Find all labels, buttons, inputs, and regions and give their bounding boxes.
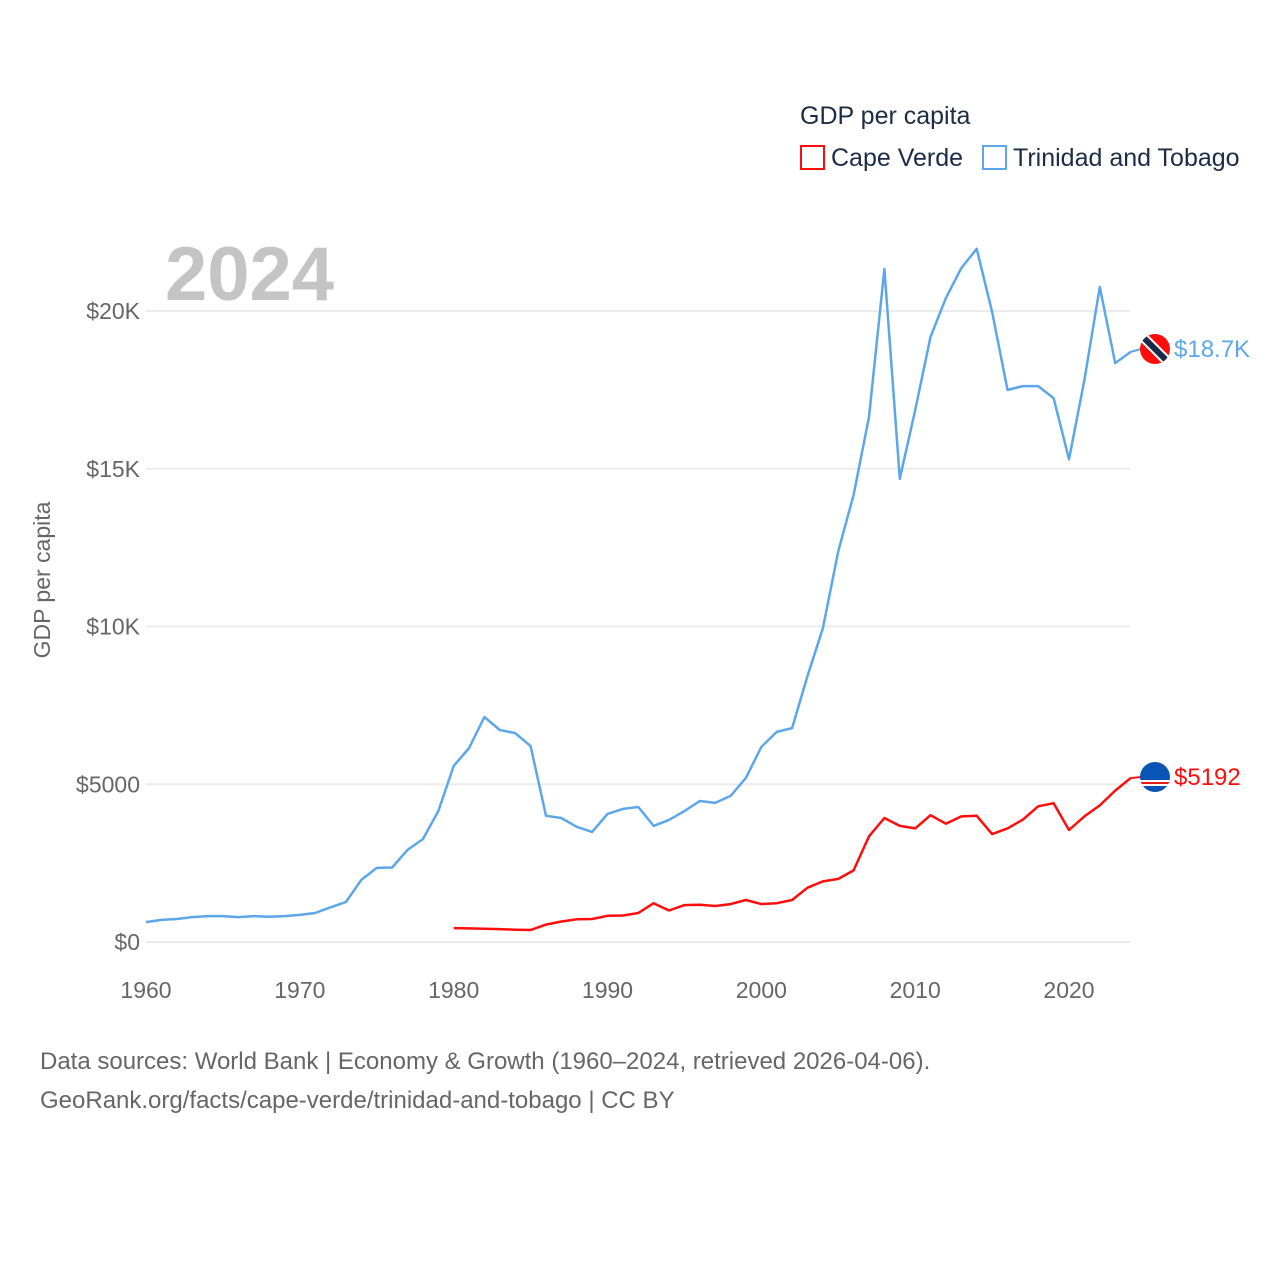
x-tick-label: 1980 <box>428 977 479 1003</box>
x-tick-label: 1960 <box>120 977 171 1003</box>
legend-swatch-trinidad <box>982 145 1007 170</box>
legend-label-cape-verde: Cape Verde <box>831 144 963 172</box>
year-watermark: 2024 <box>165 232 334 317</box>
end-label-cape-verde: $5192 <box>1174 764 1241 791</box>
x-tick-label: 2000 <box>736 977 787 1003</box>
legend-swatch-cape-verde <box>800 145 825 170</box>
trinidad-flag-icon <box>1140 334 1170 364</box>
end-label-trinidad: $18.7K <box>1174 336 1250 363</box>
x-axis: 1960 1970 1980 1990 2000 2010 2020 <box>120 977 1094 1003</box>
source-line-1: Data sources: World Bank | Economy & Gro… <box>40 1048 930 1075</box>
series-lines <box>145 247 1142 932</box>
legend-title: GDP per capita <box>800 102 971 130</box>
source-line-2[interactable]: GeoRank.org/facts/cape-verde/trinidad-an… <box>40 1087 675 1114</box>
y-tick-label: $10K <box>86 614 140 640</box>
series-line-trinidad-and-tobago <box>145 247 1132 924</box>
y-tick-label: $5000 <box>76 771 140 797</box>
y-tick-label: $15K <box>86 456 140 482</box>
cape-verde-flag-icon <box>1140 762 1170 792</box>
y-axis: $0 $5000 $10K $15K $20K <box>76 298 141 955</box>
x-tick-label: 1990 <box>582 977 633 1003</box>
legend-item-cape-verde[interactable]: Cape Verde <box>800 144 963 172</box>
series-line-cape-verde <box>453 777 1132 932</box>
legend-label-trinidad: Trinidad and Tobago <box>1013 144 1240 172</box>
y-axis-label: GDP per capita <box>29 501 55 658</box>
x-tick-label: 2020 <box>1043 977 1094 1003</box>
y-tick-label: $20K <box>86 298 140 324</box>
gridlines <box>146 310 1130 943</box>
x-tick-label: 2010 <box>890 977 941 1003</box>
y-tick-label: $0 <box>114 929 140 955</box>
end-connector <box>1129 348 1142 353</box>
legend-item-trinidad[interactable]: Trinidad and Tobago <box>982 144 1240 172</box>
x-tick-label: 1970 <box>274 977 325 1003</box>
end-connector <box>1129 776 1142 780</box>
